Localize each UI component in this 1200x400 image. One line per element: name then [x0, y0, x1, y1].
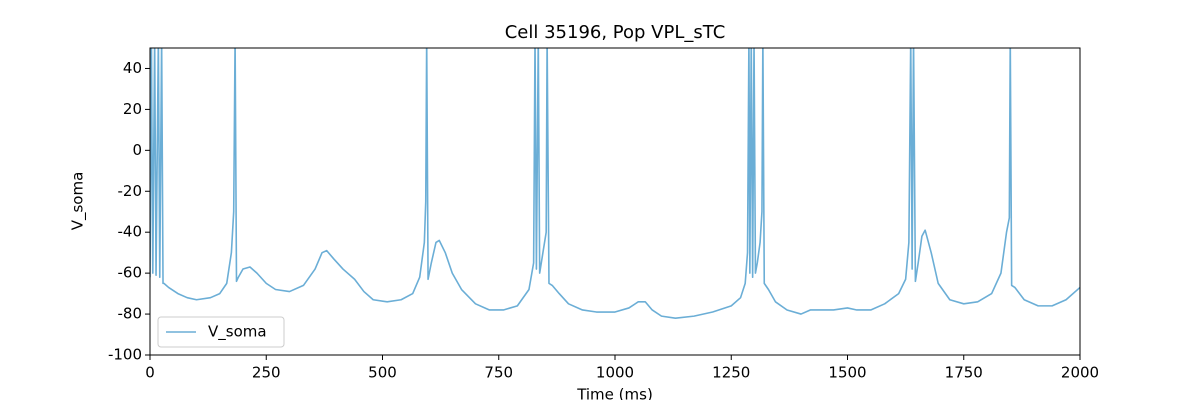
y-axis-label: V_soma — [69, 172, 88, 231]
y-tick-label: -100 — [108, 346, 142, 364]
x-tick-label: 0 — [145, 364, 155, 382]
y-tick-label: -60 — [118, 264, 143, 282]
data-line — [150, 48, 1080, 319]
x-tick-label: 2000 — [1061, 364, 1099, 382]
x-tick-label: 250 — [252, 364, 281, 382]
y-tick-label: 0 — [132, 141, 142, 159]
x-tick-label: 500 — [368, 364, 397, 382]
x-tick-label: 1000 — [596, 364, 634, 382]
chart-title: Cell 35196, Pop VPL_sTC — [505, 22, 726, 43]
x-tick-label: 1250 — [712, 364, 750, 382]
y-tick-label: -20 — [118, 182, 143, 200]
y-tick-label: 20 — [123, 100, 142, 118]
legend-box — [157, 316, 285, 348]
y-tick-label: 40 — [123, 59, 142, 77]
x-tick-label: 750 — [484, 364, 513, 382]
y-tick-label: -40 — [118, 223, 143, 241]
x-tick-label: 1500 — [828, 364, 866, 382]
x-tick-label: 1750 — [945, 364, 983, 382]
plot-area — [150, 48, 1080, 319]
axes-frame — [149, 47, 1081, 356]
y-tick-label: -80 — [118, 305, 143, 323]
x-axis-label: Time (ms) — [576, 386, 653, 400]
legend-label: V_soma — [208, 323, 267, 342]
